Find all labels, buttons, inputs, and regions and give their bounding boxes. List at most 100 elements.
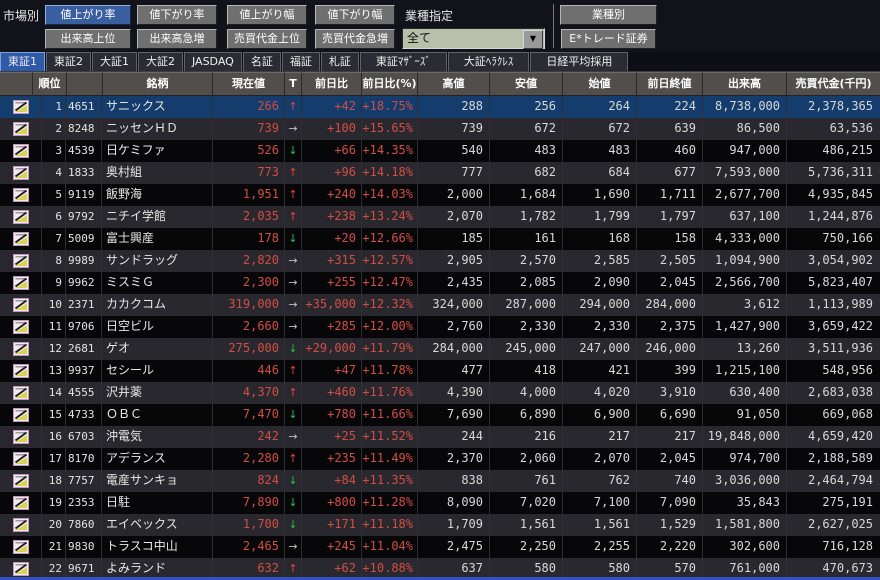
table-row[interactable]: 6 9792 ニチイ学館 2,035 ↑ +238 +13.24% 2,070 1,782 1,7… [0,206,880,228]
chart-icon[interactable] [12,276,29,290]
value-cell: 2,627,025 [807,517,873,531]
table-row[interactable]: 5 9119 飯野海 1,951 ↑ +240 +14.03% 2,000 1,684 1,690… [0,184,880,206]
table-row[interactable]: 10 2371 カカクコム 319,000 → +35,000 +12.32% 324,000… [0,294,880,316]
chart-icon[interactable] [12,540,29,554]
chart-icon-cell [0,558,42,580]
change-pct-cell: +14.18% [362,162,418,184]
table-row[interactable]: 19 2353 日駐 7,890 ↓ +800 +11.28% 8,090 7,020 7,100… [0,492,880,514]
tab-ose-hercules[interactable]: 大証ﾍﾗｸﾚｽ [447,52,530,71]
code-cell: 7757 [66,470,102,492]
volume-surge-button[interactable]: 出来高急増 [137,29,217,49]
chart-icon[interactable] [12,298,29,312]
tab-tse2[interactable]: 東証2 [46,52,91,71]
tab-ose2[interactable]: 大証2 [138,52,183,71]
industry-category-button[interactable]: 業種別 [560,5,657,25]
tab-jasdaq[interactable]: JASDAQ [184,52,242,71]
chart-icon[interactable] [12,408,29,422]
rank-down-rate-button[interactable]: 値下がり率 [137,5,217,25]
chart-icon[interactable] [12,100,29,114]
chart-icon[interactable] [12,188,29,202]
chart-icon[interactable] [12,144,29,158]
price-cell: 242 [213,426,285,448]
chart-icon[interactable] [12,474,29,488]
chart-icon-cell [0,250,42,272]
table-row[interactable]: 12 2681 ゲオ 275,000 ↓ +29,000 +11.79% 284,000 245… [0,338,880,360]
trade-value-top-button[interactable]: 売買代金上位 [227,29,307,49]
change-pct-cell: +12.00% [362,316,418,338]
high-cell: 8,090 [418,492,490,514]
chart-icon[interactable] [12,342,29,356]
tab-tse1[interactable]: 東証1 [0,52,45,71]
table-row[interactable]: 13 9937 セシール 446 ↑ +47 +11.78% 477 418 421 399 1,21… [0,360,880,382]
chart-icon[interactable] [12,364,29,378]
chart-icon[interactable] [12,320,29,334]
chart-icon[interactable] [12,496,29,510]
table-row[interactable]: 20 7860 エイベックス 1,700 ↓ +171 +11.18% 1,709 1,561 1… [0,514,880,536]
trade-value-surge-button[interactable]: 売買代金急増 [315,29,395,49]
code-cell: 8248 [66,118,102,140]
chart-icon[interactable] [12,452,29,466]
chart-icon[interactable] [12,210,29,224]
table-row[interactable]: 8 9989 サンドラッグ 2,820 → +315 +12.57% 2,905 2,570 2,… [0,250,880,272]
chart-icon[interactable] [12,122,29,136]
change-cell: +35,000 [302,294,362,316]
trend-flat-arrow-icon: → [285,250,302,272]
high-cell: 1,709 [418,514,490,536]
table-row[interactable]: 22 9671 よみランド 632 ↑ +62 +10.88% 637 580 580 570 761… [0,558,880,580]
table-row[interactable]: 11 9706 日空ビル 2,660 → +285 +12.00% 2,760 2,330 2,3… [0,316,880,338]
rank-up-width-button[interactable]: 値上がり幅 [227,5,307,25]
table-row[interactable]: 17 8170 アデランス 2,280 ↑ +235 +11.49% 2,370 2,060 2,… [0,448,880,470]
etrade-broker-button[interactable]: E*トレード証券 [561,29,656,49]
low-cell: 2,250 [490,536,563,558]
low-cell: 1,684 [490,184,563,206]
table-row[interactable]: 9 9962 ミスミＧ 2,300 → +255 +12.47% 2,435 2,085 2,09… [0,272,880,294]
rank-cell: 17 [42,448,66,470]
table-row[interactable]: 14 4555 沢井薬 4,370 ↑ +460 +11.76% 4,390 4,000 4,02… [0,382,880,404]
volume-top-button[interactable]: 出来高上位 [45,29,131,49]
header-rank: 順位 [33,72,67,96]
name-cell: 沖電気 [102,426,213,448]
table-row[interactable]: 21 9830 トラスコ中山 2,465 → +245 +11.04% 2,475 2,250 2… [0,536,880,558]
high-cell: 244 [418,426,490,448]
open-cell: 168 [563,228,637,250]
table-row[interactable]: 1 4651 サニックス 266 ↑ +42 +18.75% 288 256 264 224 8,73… [0,96,880,118]
change-cell: +255 [302,272,362,294]
table-row[interactable]: 3 4539 日ケミファ 526 ↓ +66 +14.35% 540 483 483 460 947,… [0,140,880,162]
tab-nagoya[interactable]: 名証 [242,52,281,71]
chart-icon[interactable] [12,386,29,400]
prev-close-cell: 3,910 [637,382,703,404]
value-cell: 2,188,589 [807,451,873,465]
tab-nikkei225[interactable]: 日経平均採用 [530,52,629,71]
table-row[interactable]: 7 5009 富士興産 178 ↓ +20 +12.66% 185 161 168 158 4,333… [0,228,880,250]
table-row[interactable]: 18 7757 電産サンキョ 824 ↓ +84 +11.35% 838 761 762 740 3,… [0,470,880,492]
tab-ose1[interactable]: 大証1 [92,52,137,71]
change-cell: +42 [302,96,362,118]
industry-filter-select[interactable]: 全て ▼ [402,28,545,49]
volume-cell: 91,050 [703,404,787,426]
chart-icon[interactable] [12,562,29,576]
open-cell: 7,100 [563,492,637,514]
tab-tse-mothers[interactable]: 東証ﾏｻﾞｰｽﾞ [359,52,447,71]
chart-icon[interactable] [12,232,29,246]
header-change-pct: 前日比(%) [362,72,418,96]
value-cell: 548,956 [822,363,873,377]
low-cell: 580 [490,558,563,580]
tab-sapporo[interactable]: 札証 [320,52,359,71]
low-cell: 2,330 [490,316,563,338]
chevron-down-icon[interactable]: ▼ [523,30,543,49]
rank-down-width-button[interactable]: 値下がり幅 [315,5,395,25]
table-row[interactable]: 15 4733 ＯＢＣ 7,470 ↓ +780 +11.66% 7,690 6,890 6,90… [0,404,880,426]
name-cell: 日空ビル [102,316,213,338]
rank-cell: 3 [42,140,66,162]
chart-icon[interactable] [12,166,29,180]
table-row[interactable]: 2 8248 ニッセンＨＤ 739 → +100 +15.65% 739 672 672 639 86… [0,118,880,140]
rank-up-rate-button[interactable]: 値上がり率 [45,5,131,25]
chart-icon[interactable] [12,254,29,268]
tab-fukuoka[interactable]: 福証 [281,52,320,71]
chart-icon[interactable] [12,430,29,444]
table-row[interactable]: 4 1833 奥村組 773 ↑ +96 +14.18% 777 682 684 677 7,593,… [0,162,880,184]
chart-icon[interactable] [12,518,29,532]
change-cell: +171 [302,514,362,536]
table-row[interactable]: 16 6703 沖電気 242 → +25 +11.52% 244 216 217 217 19,84… [0,426,880,448]
industry-filter-label: 業種指定 [405,9,454,23]
